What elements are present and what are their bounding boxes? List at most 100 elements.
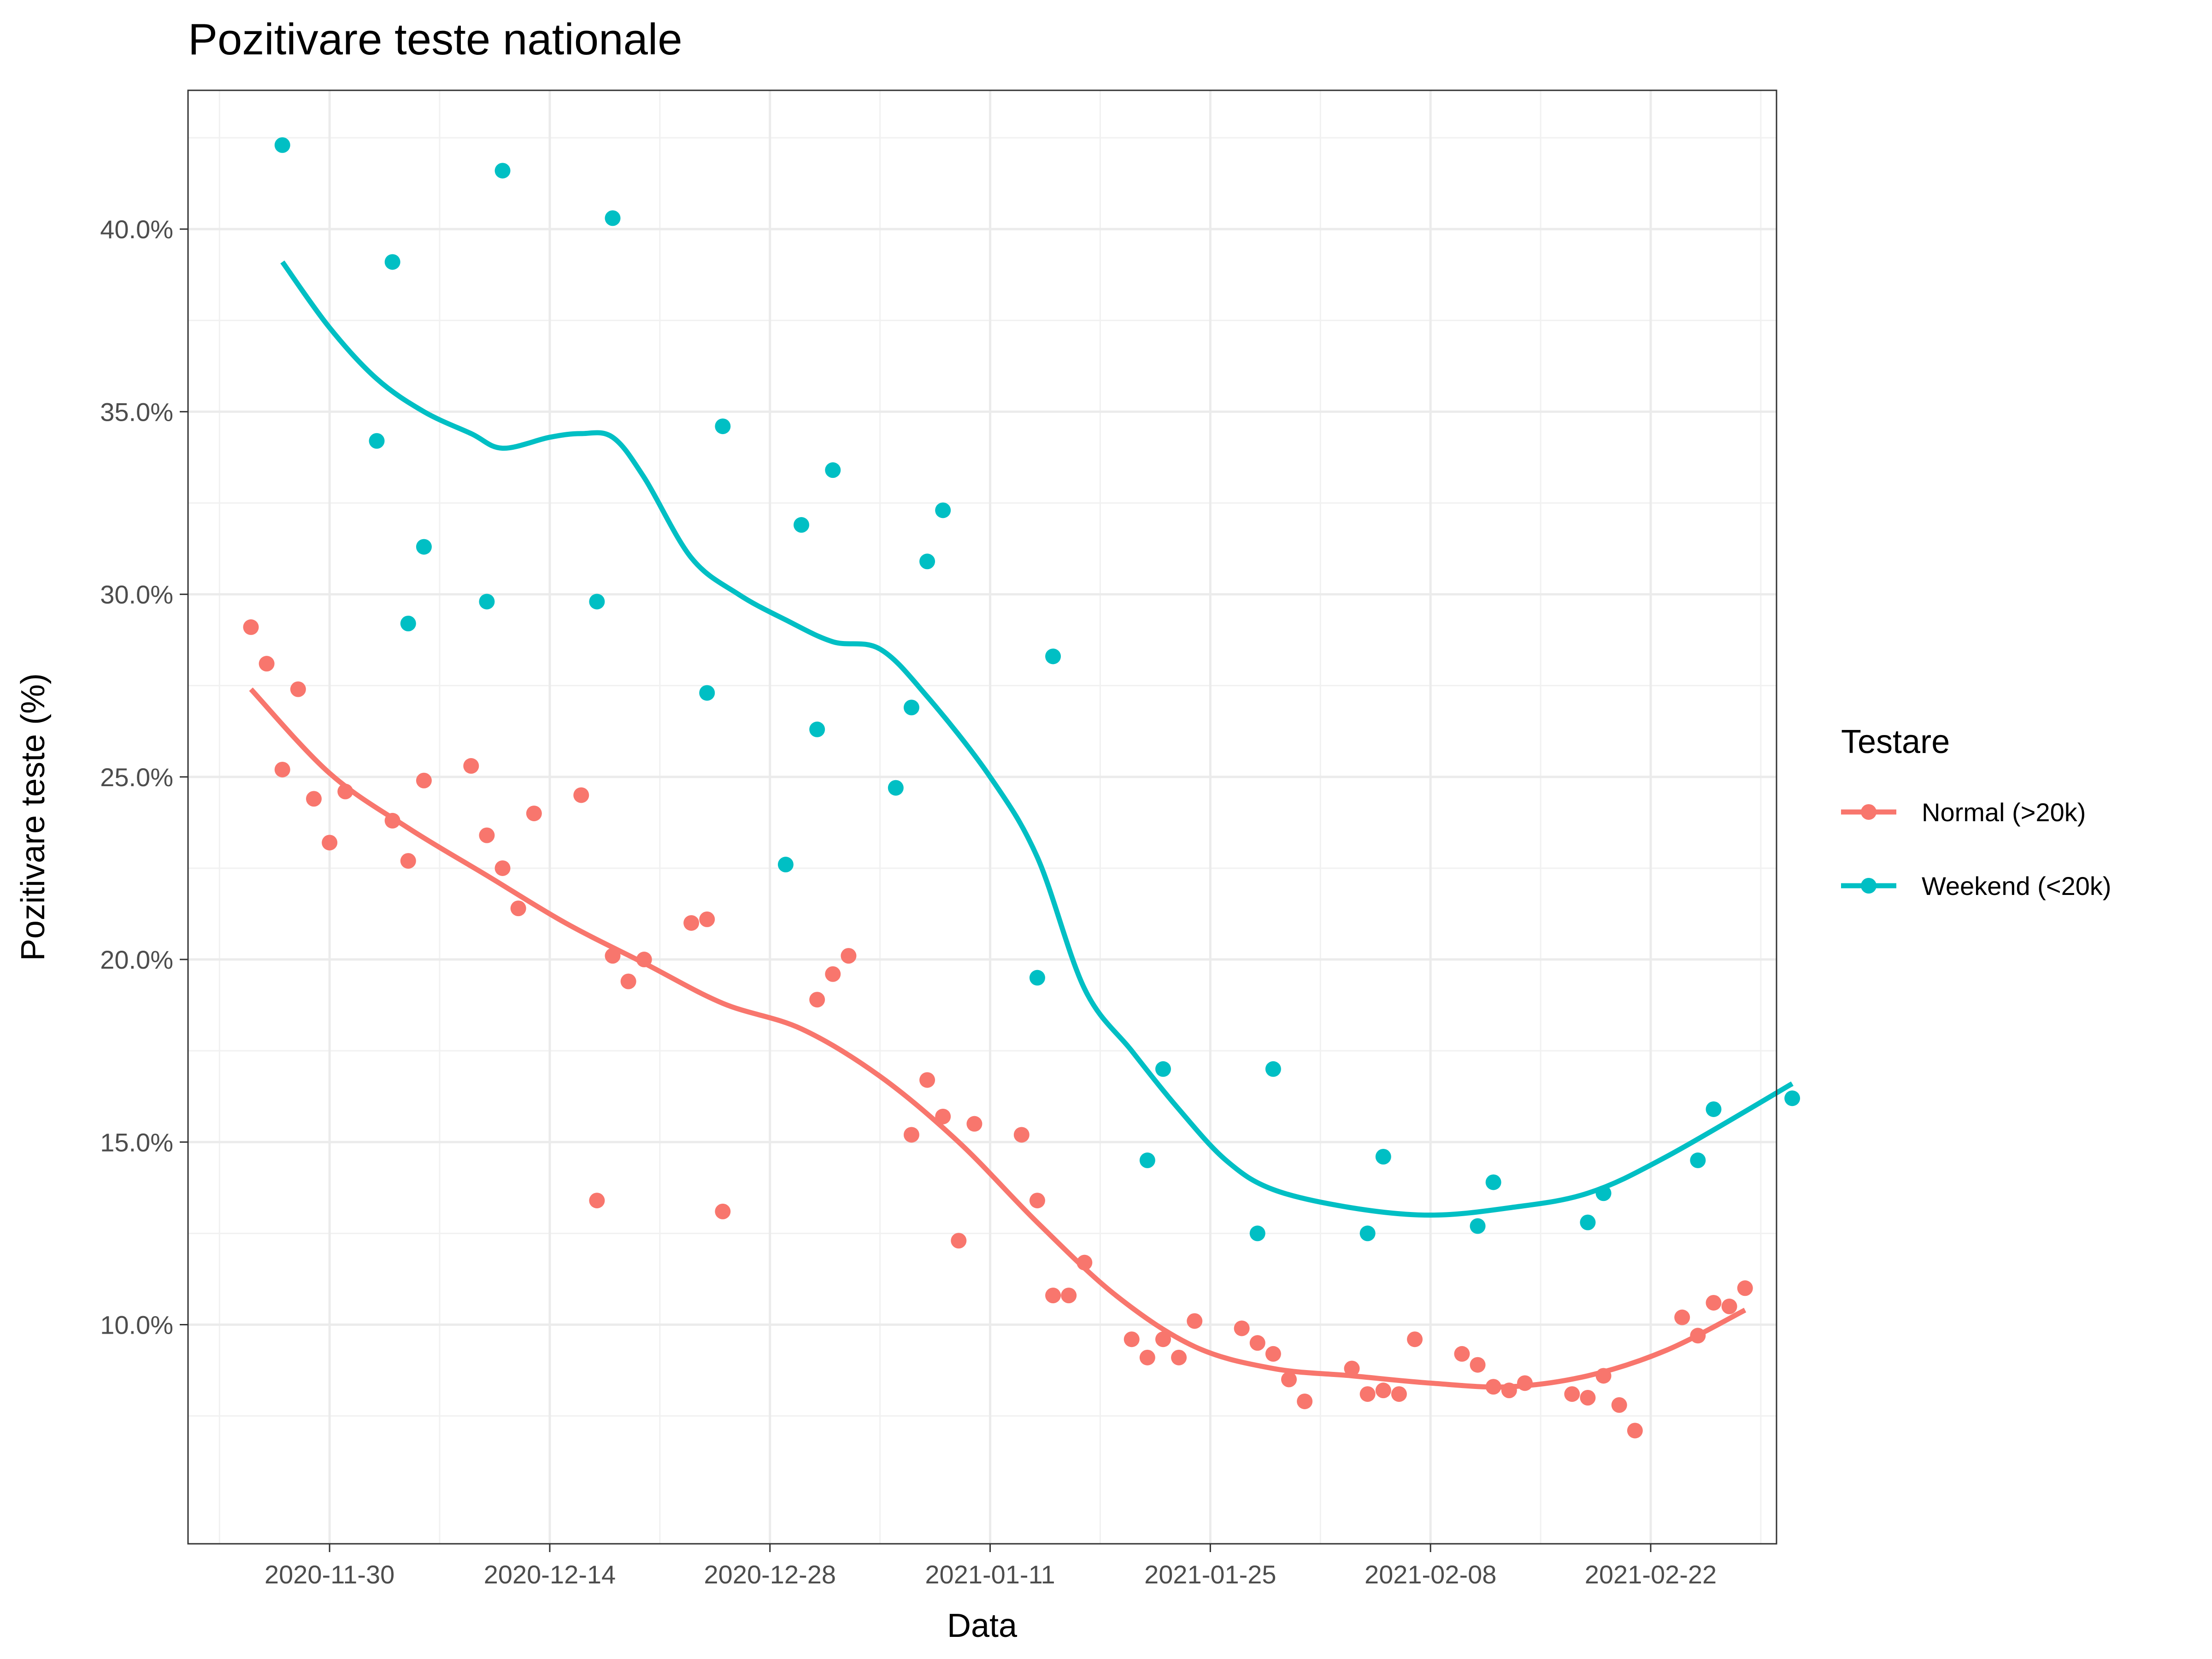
data-point-series-1	[1391, 1386, 1407, 1402]
data-point-series-1	[1611, 1397, 1627, 1413]
plot-panel-border	[187, 89, 1777, 1545]
data-point-series-1	[243, 619, 259, 635]
data-point-series-1	[1674, 1309, 1690, 1325]
chart-title: Pozitivare teste nationale	[188, 15, 682, 64]
y-axis-title: Pozitivare teste (%)	[15, 673, 52, 961]
data-point-series-1	[966, 1116, 982, 1132]
data-point-series-1	[1564, 1386, 1580, 1402]
data-point-series-1	[1124, 1331, 1140, 1347]
data-point-series-1	[1265, 1346, 1281, 1362]
data-point-series-2	[699, 685, 715, 701]
legend-label-2: Weekend (<20k)	[1922, 871, 2111, 900]
data-point-series-1	[1470, 1357, 1486, 1373]
data-point-series-2	[400, 615, 416, 631]
data-point-series-2	[479, 594, 495, 610]
data-point-series-2	[1580, 1214, 1596, 1230]
data-point-series-1	[1517, 1375, 1533, 1391]
data-point-series-1	[274, 761, 290, 777]
data-point-series-2	[935, 502, 951, 518]
data-point-series-2	[1249, 1225, 1265, 1241]
data-point-series-2	[494, 163, 511, 179]
data-point-series-2	[888, 780, 904, 796]
data-point-series-1	[479, 827, 495, 843]
data-point-series-1	[1077, 1254, 1093, 1271]
data-point-series-1	[337, 783, 353, 800]
data-point-series-1	[573, 787, 589, 803]
data-point-series-1	[259, 656, 275, 672]
data-point-series-1	[1690, 1328, 1706, 1344]
data-point-series-1	[510, 900, 526, 917]
data-point-series-1	[400, 853, 416, 869]
data-point-series-2	[794, 517, 810, 533]
data-point-series-1	[1485, 1379, 1501, 1395]
data-point-series-2	[1029, 970, 1045, 986]
legend-label-1: Normal (>20k)	[1922, 798, 2086, 827]
data-point-series-1	[1155, 1331, 1171, 1347]
data-point-series-1	[384, 812, 400, 829]
trend-line-series-2	[280, 260, 1794, 1218]
data-point-series-1	[1013, 1127, 1030, 1143]
data-point-series-1	[1407, 1331, 1423, 1347]
data-point-series-1	[1281, 1371, 1297, 1388]
data-point-series-1	[1721, 1298, 1737, 1314]
x-tick-label: 2021-02-08	[1365, 1560, 1496, 1589]
data-point-series-1	[636, 952, 652, 968]
data-point-series-2	[605, 210, 621, 226]
data-point-series-1	[322, 835, 338, 851]
data-point-series-1	[809, 992, 825, 1008]
data-point-series-1	[1344, 1360, 1360, 1377]
data-point-series-1	[1454, 1346, 1470, 1362]
data-point-series-2	[1485, 1174, 1501, 1190]
data-point-series-2	[416, 539, 432, 555]
data-point-series-1	[463, 758, 479, 774]
data-point-series-1	[1029, 1193, 1045, 1209]
legend-title: Testare	[1841, 724, 1950, 760]
data-point-series-1	[605, 948, 621, 964]
y-tick-label: 25.0%	[100, 763, 173, 792]
legend: Testare Normal (>20k) Weekend (<20k)	[1841, 724, 2111, 900]
data-point-series-2	[777, 857, 794, 873]
data-point-series-2	[919, 553, 935, 570]
data-point-series-2	[1265, 1061, 1281, 1077]
y-tick-label: 40.0%	[100, 215, 173, 244]
data-point-series-1	[1234, 1320, 1250, 1336]
data-point-series-2	[715, 418, 731, 435]
data-point-series-1	[699, 911, 715, 927]
grid	[188, 90, 1777, 1544]
data-point-series-2	[1139, 1152, 1155, 1168]
y-tick-label: 35.0%	[100, 397, 173, 426]
data-point-series-2	[589, 594, 605, 610]
x-tick-label: 2021-01-11	[925, 1560, 1055, 1589]
x-tick-label: 2020-12-14	[484, 1560, 616, 1589]
data-point-series-2	[809, 721, 825, 737]
x-tick-label: 2021-02-22	[1585, 1560, 1717, 1589]
data-point-series-2	[1045, 648, 1061, 665]
data-point-series-1	[1375, 1382, 1391, 1399]
data-point-series-2	[1470, 1218, 1486, 1234]
data-point-series-2	[1375, 1148, 1391, 1165]
y-tick-label: 20.0%	[100, 945, 173, 974]
data-point-series-1	[1359, 1386, 1376, 1402]
data-point-series-1	[903, 1127, 919, 1143]
data-point-series-2	[903, 700, 919, 716]
x-axis-title: Data	[947, 1607, 1018, 1644]
data-point-series-1	[1706, 1294, 1722, 1311]
y-tick-label: 10.0%	[100, 1311, 173, 1340]
data-point-series-1	[306, 791, 322, 807]
data-point-series-1	[935, 1108, 951, 1124]
legend-key-point-1	[1861, 804, 1877, 820]
data-point-series-1	[1045, 1288, 1061, 1304]
data-point-series-1	[951, 1233, 967, 1249]
data-point-series-2	[369, 433, 385, 449]
data-point-series-2	[1784, 1090, 1800, 1106]
data-point-series-2	[1595, 1185, 1612, 1201]
data-point-series-1	[1737, 1280, 1753, 1296]
data-point-series-2	[1706, 1101, 1722, 1117]
data-point-series-1	[1187, 1313, 1203, 1329]
data-points	[243, 137, 1800, 1439]
data-point-series-1	[494, 860, 511, 876]
data-point-series-1	[1297, 1393, 1313, 1409]
data-point-series-1	[1171, 1349, 1187, 1365]
